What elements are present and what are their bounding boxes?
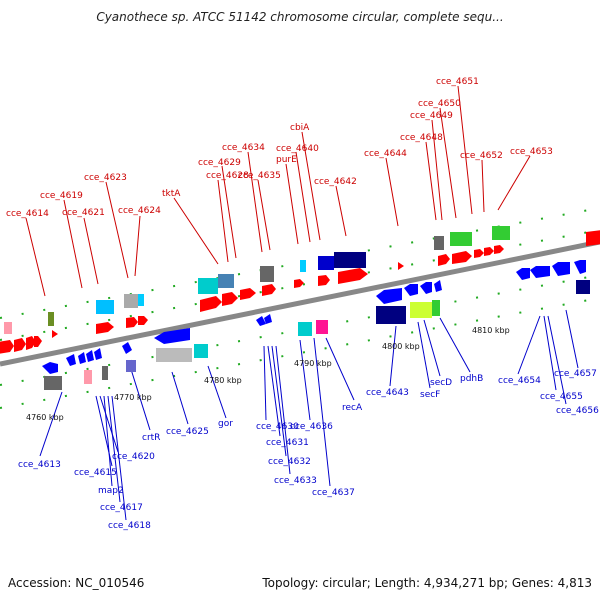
gene-label[interactable]: secF [420,390,440,400]
gene-label[interactable]: cce_4644 [364,149,407,159]
gene-label[interactable]: cce_4637 [312,488,355,498]
gene-label[interactable]: cce_4621 [62,208,105,218]
gene-label[interactable]: cce_4636 [290,422,333,432]
chromosome-backbone [0,239,600,367]
ruler-label: 4810 kbp [472,326,510,335]
gene-label[interactable]: cce_4613 [18,460,61,470]
gene-label[interactable]: cce_4648 [400,133,443,143]
forward-features [0,230,600,354]
gene-label[interactable]: tktA [162,189,181,199]
gene-label[interactable]: recA [342,403,363,413]
gene-label[interactable]: cce_4640 [276,144,319,154]
gene-label[interactable]: cbiA [290,123,310,133]
gene-label[interactable]: cce_4657 [554,369,597,379]
gene-label[interactable]: cce_4630 [256,422,299,432]
gene-label[interactable]: cce_4651 [436,77,479,87]
gene-label[interactable]: cce_4635 [238,171,281,181]
accession-text: Accession: NC_010546 [8,576,145,590]
ruler-label: 4760 kbp [26,413,64,422]
reverse-gene-labels: cce_4613 cce_4615 cce_4620 map2 cce_4617… [18,369,599,531]
gene-label[interactable]: cce_4631 [266,438,309,448]
gene-label[interactable]: cce_4632 [268,457,311,467]
gene-label[interactable]: cce_4643 [366,388,409,398]
gene-label[interactable]: cce_4653 [510,147,553,157]
gene-label[interactable]: cce_4649 [410,111,453,121]
gene-label[interactable]: cce_4650 [418,99,461,109]
map-title: Cyanothece sp. ATCC 51142 chromosome cir… [96,10,504,24]
gene-label[interactable]: cce_4652 [460,151,503,161]
gene-label[interactable]: cce_4628 [206,171,249,181]
ruler-label: 4800 kbp [382,342,420,351]
gene-label[interactable]: map2 [98,486,124,496]
gene-label[interactable]: cce_4655 [540,392,583,402]
gene-label[interactable]: gor [218,419,233,429]
gene-label[interactable]: cce_4618 [108,521,151,531]
ruler-labels: 4760 kbp 4770 kbp 4780 kbp 4790 kbp 4800… [26,326,510,422]
gene-label[interactable]: cce_4614 [6,209,49,219]
forward-outer-blocks [4,226,510,334]
gene-label[interactable]: cce_4625 [166,427,209,437]
topology-summary: Topology: circular; Length: 4,934,271 bp… [262,576,592,590]
gene-label[interactable]: purE [276,155,297,165]
gene-label[interactable]: cce_4654 [498,376,541,386]
gene-label[interactable]: cce_4633 [274,476,317,486]
gene-label[interactable]: cce_4642 [314,177,357,187]
gene-label[interactable]: cce_4617 [100,503,143,513]
ruler-label: 4770 kbp [114,393,152,402]
reverse-features [42,260,590,390]
gene-label[interactable]: cce_4620 [112,452,155,462]
gene-label[interactable]: cce_4629 [198,158,241,168]
ruler-label: 4790 kbp [294,359,332,368]
gene-label[interactable]: cce_4615 [74,468,117,478]
gene-label[interactable]: secD [430,378,452,388]
gene-label[interactable]: pdhB [460,374,483,384]
gene-label[interactable]: crtR [142,433,160,443]
gene-label[interactable]: cce_4619 [40,191,83,201]
gene-label[interactable]: cce_4624 [118,206,161,216]
ruler-label: 4780 kbp [204,376,242,385]
leader-lines-forward [25,85,531,297]
gene-label[interactable]: cce_4634 [222,143,265,153]
gene-label[interactable]: cce_4656 [556,406,599,416]
forward-gene-labels: cce_4614 cce_4619 cce_4621 cce_4623 cce_… [6,77,553,219]
leader-lines-reverse [39,309,579,521]
gene-label[interactable]: cce_4623 [84,173,127,183]
